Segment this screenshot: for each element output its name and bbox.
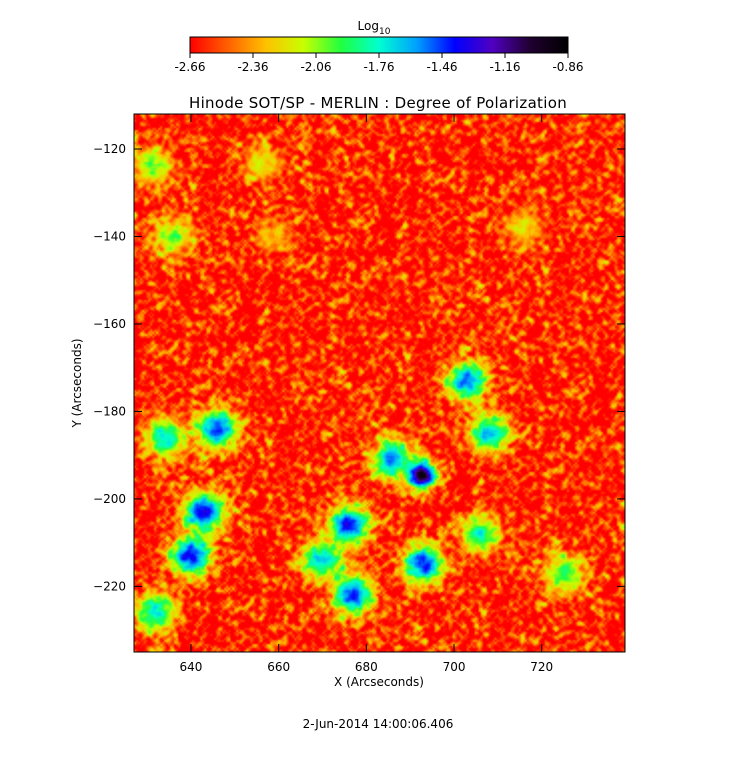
heatmap-image <box>134 114 625 652</box>
y-tick-label: −140 <box>93 229 126 243</box>
timestamp: 2-Jun-2014 14:00:06.406 <box>303 717 454 731</box>
colorbar-tick-label: -1.76 <box>363 60 394 74</box>
x-tick-label: 700 <box>443 660 466 674</box>
colorbar-tick-label: -2.36 <box>237 60 268 74</box>
colorbar-label: Log10 <box>358 19 391 37</box>
y-tick-label: −200 <box>93 492 126 506</box>
x-tick-label: 640 <box>180 660 203 674</box>
colorbar <box>189 36 569 54</box>
y-tick-label: −180 <box>93 404 126 418</box>
y-tick-label: −120 <box>93 142 126 156</box>
colorbar-tick-label: -0.86 <box>552 60 583 74</box>
y-axis: −120 −140 −160 −180 −200 −220 <box>93 142 625 593</box>
colorbar-tick-label: -2.66 <box>174 60 205 74</box>
chart-title: Hinode SOT/SP - MERLIN : Degree of Polar… <box>189 94 567 112</box>
y-axis-label: Y (Arcseconds) <box>70 338 84 428</box>
colorbar-tick-label: -1.16 <box>489 60 520 74</box>
colorbar-tick-label: -1.46 <box>426 60 457 74</box>
plot-frame <box>133 113 626 653</box>
colorbar-tick-label: -2.06 <box>300 60 331 74</box>
x-tick-label: 660 <box>267 660 290 674</box>
x-tick-label: 720 <box>530 660 553 674</box>
colorbar-ticks: -2.66 -2.36 -2.06 -1.76 -1.46 -1.16 -0.86 <box>174 53 584 74</box>
x-axis: 640 660 680 700 720 <box>180 114 553 674</box>
y-tick-label: −220 <box>93 579 126 593</box>
x-tick-label: 680 <box>355 660 378 674</box>
y-tick-label: −160 <box>93 317 126 331</box>
x-axis-label: X (Arcseconds) <box>334 675 424 689</box>
